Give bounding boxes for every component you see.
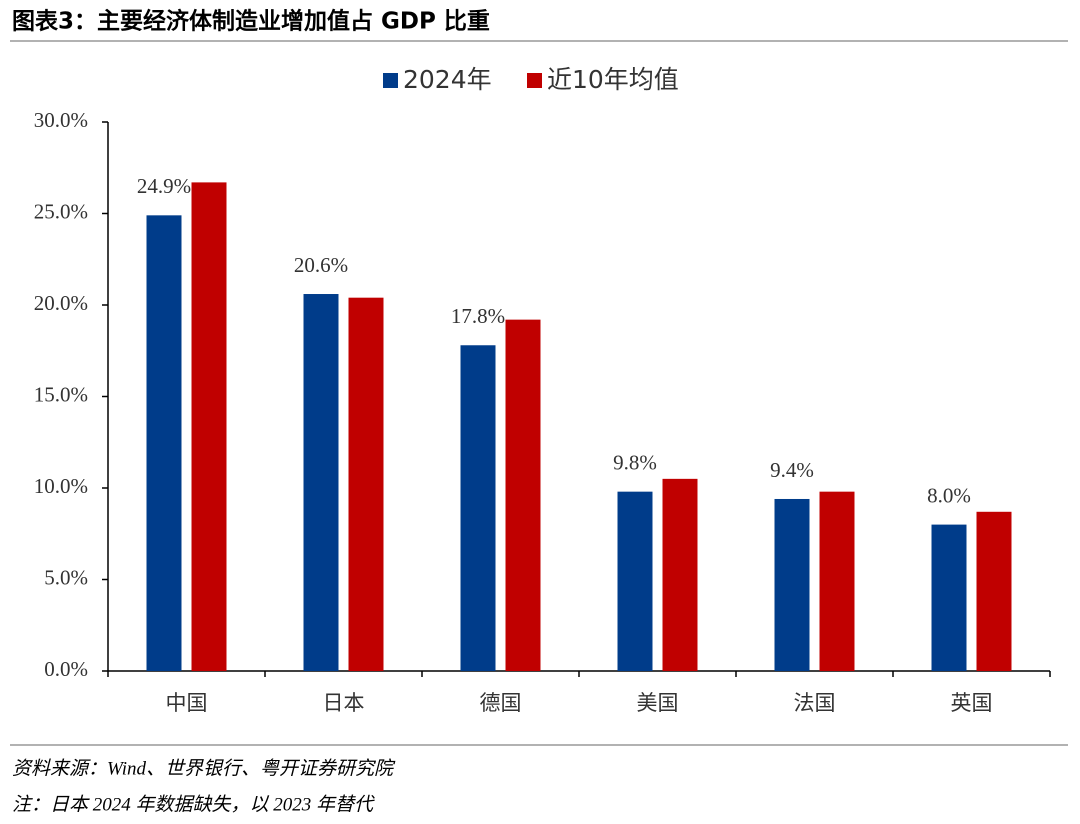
bar	[976, 511, 1012, 671]
data-label: 20.6%	[294, 253, 348, 277]
y-tick-label: 30.0%	[34, 108, 88, 132]
x-tick-label: 日本	[323, 691, 365, 715]
bar	[617, 491, 653, 671]
data-label: 9.4%	[770, 458, 814, 482]
bar	[348, 297, 384, 671]
bar	[819, 491, 855, 671]
data-label: 9.8%	[613, 450, 657, 474]
y-tick-label: 15.0%	[34, 382, 88, 406]
data-label: 24.9%	[137, 174, 191, 198]
legend-swatch	[527, 73, 542, 88]
bar	[931, 524, 967, 671]
x-tick-label: 美国	[637, 691, 679, 715]
x-tick-label: 中国	[166, 691, 208, 715]
chart-title: 图表3：主要经济体制造业增加值占 GDP 比重	[12, 8, 490, 35]
x-tick-label: 法国	[794, 691, 836, 715]
legend-label: 近10年均值	[547, 65, 679, 94]
bar	[303, 294, 339, 671]
y-tick-label: 5.0%	[44, 565, 88, 589]
y-tick-label: 20.0%	[34, 291, 88, 315]
source-note: 资料来源：Wind、世界银行、粤开证券研究院	[12, 757, 396, 779]
bar	[146, 215, 182, 671]
data-label: 17.8%	[451, 304, 505, 328]
bar	[505, 319, 541, 671]
bar	[460, 345, 496, 671]
y-tick-label: 10.0%	[34, 474, 88, 498]
bar	[662, 478, 698, 671]
data-label: 8.0%	[927, 483, 971, 507]
x-tick-label: 德国	[480, 691, 522, 715]
bar	[774, 498, 810, 671]
legend-swatch	[383, 73, 398, 88]
bar	[191, 182, 227, 671]
y-tick-label: 0.0%	[44, 657, 88, 681]
footnote: 注：日本 2024 年数据缺失，以 2023 年替代	[12, 793, 375, 815]
y-tick-label: 25.0%	[34, 199, 88, 223]
legend-label: 2024年	[403, 65, 492, 94]
x-tick-label: 英国	[951, 691, 993, 715]
